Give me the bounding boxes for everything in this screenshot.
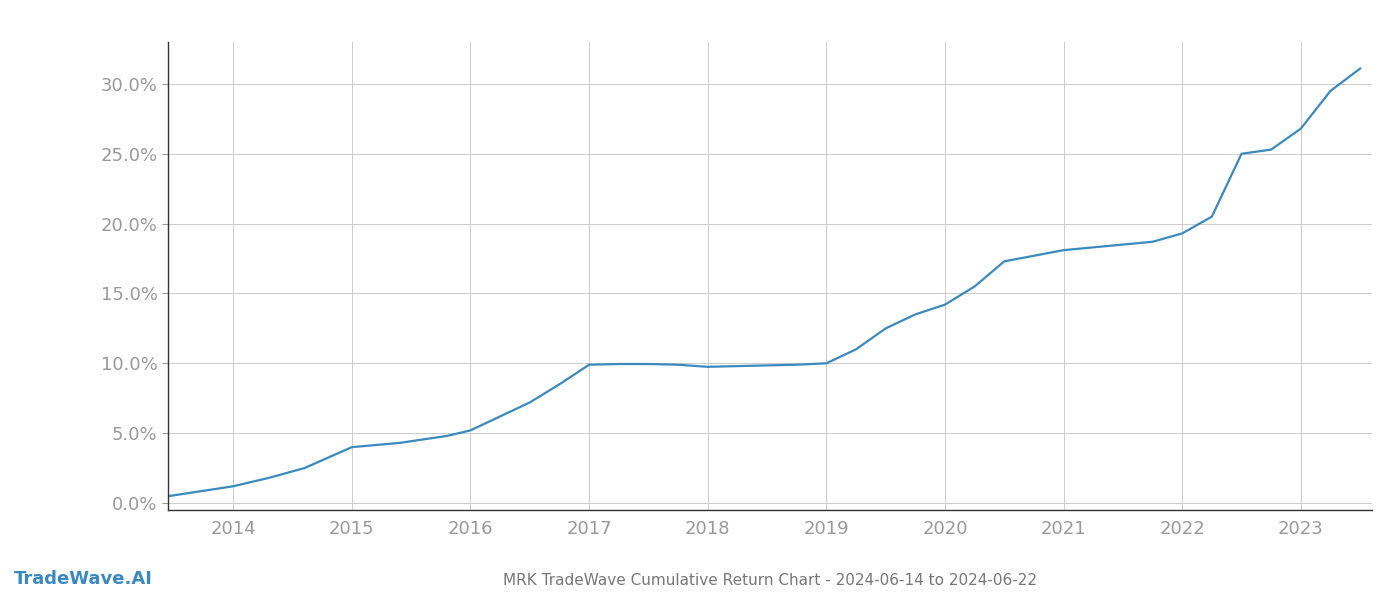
Text: MRK TradeWave Cumulative Return Chart - 2024-06-14 to 2024-06-22: MRK TradeWave Cumulative Return Chart - … — [503, 573, 1037, 588]
Text: TradeWave.AI: TradeWave.AI — [14, 570, 153, 588]
